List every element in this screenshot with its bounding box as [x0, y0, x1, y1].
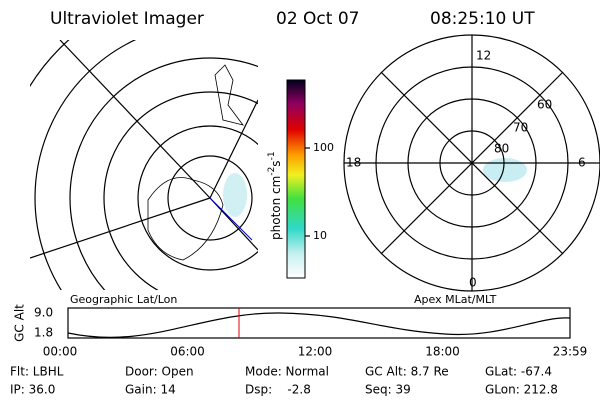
info-field: IP: 36.0 [10, 383, 55, 397]
info-field: Dsp: -2.8 [245, 383, 311, 397]
date: 02 Oct 07 [276, 9, 359, 29]
mlat-label: 80 [494, 142, 509, 156]
info-table: Flt: LBHL Door: Open Mode: Normal GC Alt: 8… [10, 365, 558, 397]
mlt-label: 6 [578, 156, 586, 170]
map-label: Geographic Lat/Lon [70, 293, 177, 306]
info-field: Gain: 14 [125, 383, 176, 397]
y-tick-label: 9.0 [34, 306, 53, 320]
mlat-label: 70 [513, 121, 528, 135]
geographic-map [30, 40, 258, 290]
mlt-label: 12 [476, 49, 491, 63]
instrument: Ultraviolet Imager [50, 9, 204, 29]
info-field: Flt: LBHL [10, 365, 64, 379]
x-tick-label: 00:00 [43, 345, 78, 359]
altitude-plot [67, 307, 571, 339]
x-tick-label: 12:00 [298, 345, 333, 359]
time: 08:25:10 UT [430, 9, 535, 29]
info-field: GC Alt: 8.7 Re [365, 365, 449, 379]
info-field: GLat: -67.4 [485, 365, 552, 379]
unit: photon cm [269, 176, 283, 240]
y-tick-label: 1.8 [34, 326, 53, 340]
info-field: Seq: 39 [365, 383, 411, 397]
map-label: Apex MLat/MLT [414, 293, 497, 306]
x-tick-label: 06:00 [170, 345, 205, 359]
exponent: -2 [267, 167, 277, 176]
colorbar-tick-label: 100 [313, 141, 334, 154]
apex-polar [343, 34, 600, 292]
mlt-label: 0 [469, 276, 477, 290]
altitude-label: GC Alt [13, 304, 27, 342]
colorbar-tick-label: 10 [313, 229, 327, 242]
x-ticks: 00:00 06:00 12:00 18:00 23:59 [43, 345, 588, 359]
mlat-label: 60 [537, 98, 552, 112]
info-field: Mode: Normal [245, 365, 329, 379]
colorbar [286, 79, 306, 279]
x-tick-label: 18:00 [425, 345, 460, 359]
info-field: GLon: 212.8 [485, 383, 558, 397]
mlt-label: 18 [346, 156, 361, 170]
colorbar-label: photon cm-2s-1 [267, 151, 283, 240]
exponent: -1 [267, 151, 277, 160]
x-tick-label: 23:59 [553, 345, 588, 359]
unit: s [269, 160, 283, 166]
altitude-curve [67, 312, 571, 338]
info-field: Door: Open [125, 365, 194, 379]
